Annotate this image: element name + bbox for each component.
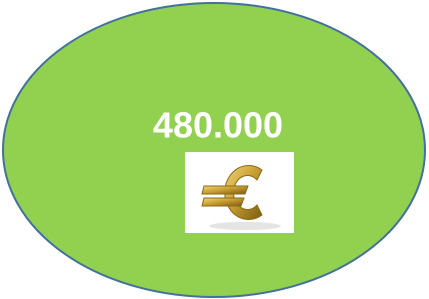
canvas: 480.000 — [0, 0, 429, 299]
ellipse-shape — [3, 3, 425, 297]
euro-icon — [185, 152, 294, 233]
shape-label: 480.000 — [153, 105, 283, 146]
